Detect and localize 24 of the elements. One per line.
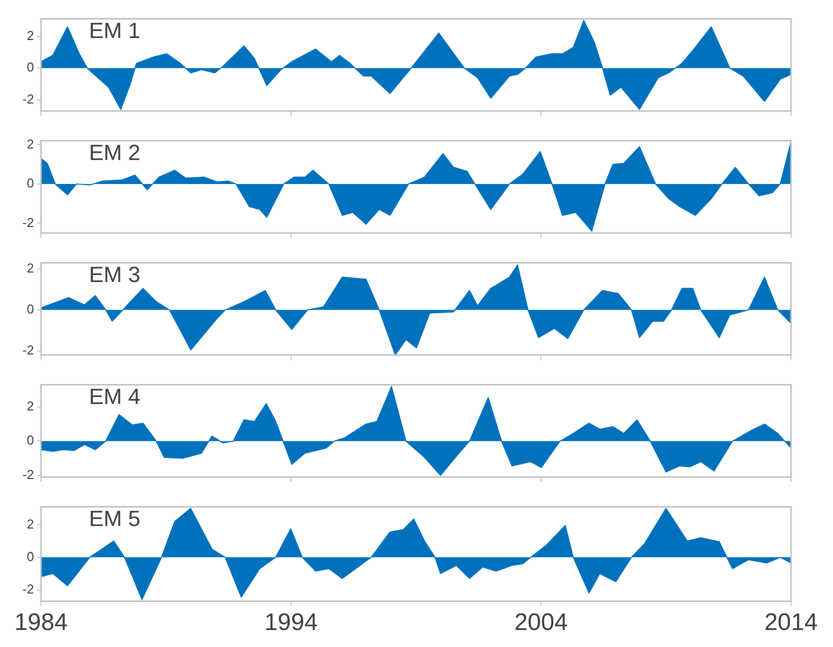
y-tick-label: 0 (26, 302, 34, 317)
y-tick-label: 2 (26, 28, 34, 43)
y-tick-label: 2 (26, 516, 34, 532)
x-tick-label: 1984 (14, 609, 68, 636)
x-tick-label: 2014 (764, 609, 818, 636)
y-tick-label: 2 (26, 260, 34, 276)
y-tick-label: -2 (22, 91, 34, 106)
y-tick-label: 2 (26, 398, 34, 414)
y-tick-label: 2 (26, 136, 34, 152)
y-tick-label: -2 (22, 466, 34, 482)
chart-title: EM 4 (89, 384, 140, 409)
chart-title: EM 3 (89, 262, 140, 287)
x-tick-label: 1994 (264, 609, 318, 636)
chart-title: EM 2 (89, 140, 140, 165)
y-tick-label: 0 (26, 176, 34, 191)
chart-title: EM 5 (89, 506, 140, 531)
y-tick-label: -2 (22, 214, 34, 230)
y-tick-label: -2 (22, 581, 34, 596)
y-tick-label: 0 (26, 60, 34, 75)
y-tick-label: -2 (22, 342, 34, 358)
x-tick-label: 2004 (514, 609, 568, 636)
y-tick-label: 0 (26, 432, 34, 448)
chart-title: EM 1 (89, 18, 140, 43)
y-tick-label: 0 (26, 548, 34, 564)
